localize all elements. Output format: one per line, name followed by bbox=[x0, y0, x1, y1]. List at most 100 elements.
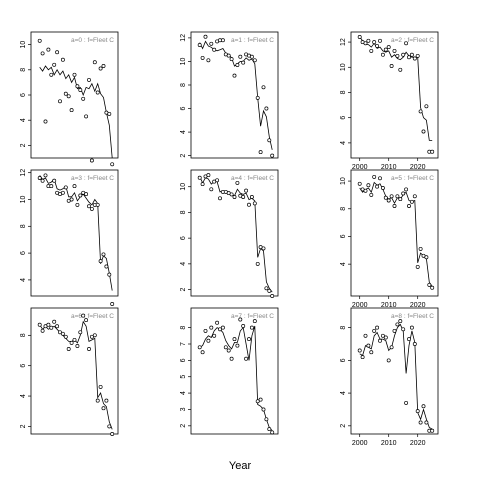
y-tick-label: 7 bbox=[180, 342, 187, 346]
observed-point bbox=[249, 195, 254, 199]
observed-point bbox=[270, 153, 275, 158]
observed-point bbox=[110, 432, 115, 436]
observed-point bbox=[418, 246, 423, 251]
y-tick-label: 4 bbox=[20, 278, 27, 282]
panel-a=1: 2 4 6 8 10 12 a=1 : f=Fleet C bbox=[180, 31, 279, 159]
observed-point bbox=[92, 60, 97, 65]
observed-point bbox=[398, 197, 403, 202]
panel-frame bbox=[350, 31, 439, 159]
observed-point bbox=[40, 178, 45, 183]
observed-point bbox=[66, 347, 71, 351]
observed-point bbox=[209, 187, 214, 192]
panel-a=3: 4 6 8 10 12 a=3 : f=Fleet C bbox=[20, 169, 119, 306]
observed-point bbox=[49, 325, 54, 330]
observed-point bbox=[89, 206, 94, 211]
observed-point bbox=[104, 398, 109, 403]
observed-point bbox=[430, 428, 435, 433]
observed-point bbox=[238, 317, 243, 322]
observed-point bbox=[264, 106, 269, 111]
observed-point bbox=[412, 342, 417, 346]
observed-point bbox=[107, 272, 112, 277]
observed-point bbox=[98, 66, 103, 71]
panel-a=8: 2 4 6 8 2000 2010 2020 a=8 : f=Fleet C bbox=[340, 307, 439, 447]
observed-point bbox=[424, 255, 429, 260]
observed-point bbox=[98, 259, 103, 264]
observed-point bbox=[229, 192, 234, 197]
observed-point bbox=[404, 400, 409, 405]
panel-label: a=6 : f=Fleet C bbox=[71, 313, 114, 320]
y-tick-label: 8 bbox=[180, 326, 187, 330]
observed-point bbox=[395, 194, 400, 199]
observed-point bbox=[232, 337, 237, 342]
observed-point bbox=[72, 72, 77, 77]
observed-point bbox=[229, 356, 234, 361]
observed-point bbox=[49, 72, 54, 77]
observed-point bbox=[200, 350, 205, 355]
observed-point bbox=[418, 420, 423, 425]
observed-point bbox=[386, 198, 391, 203]
observed-point bbox=[95, 398, 100, 403]
observed-point bbox=[215, 178, 220, 183]
observed-point bbox=[43, 324, 48, 329]
observed-point bbox=[75, 84, 80, 89]
observed-point bbox=[87, 347, 91, 351]
y-tick-label: 8 bbox=[180, 210, 187, 214]
observed-point bbox=[258, 150, 263, 155]
observed-point bbox=[252, 319, 257, 324]
observed-point bbox=[252, 58, 257, 63]
observed-point bbox=[261, 85, 266, 90]
observed-point bbox=[46, 322, 51, 327]
observed-point bbox=[107, 424, 112, 429]
observed-point bbox=[389, 64, 394, 68]
panel-frame bbox=[350, 307, 439, 435]
observed-point bbox=[270, 430, 275, 435]
observed-point bbox=[407, 337, 411, 342]
y-tick-label: 3 bbox=[180, 407, 187, 411]
observed-point bbox=[52, 319, 57, 324]
observed-point bbox=[95, 90, 100, 95]
observed-point bbox=[372, 328, 377, 333]
observed-point bbox=[78, 193, 83, 198]
observed-point bbox=[110, 162, 115, 167]
observed-point bbox=[87, 204, 91, 209]
observed-point bbox=[267, 138, 272, 143]
observed-point bbox=[95, 202, 100, 207]
panel-label: a=1 : f=Fleet C bbox=[231, 37, 274, 44]
observed-point bbox=[101, 406, 106, 411]
observed-point bbox=[197, 175, 202, 180]
observed-point bbox=[220, 325, 225, 330]
observed-point bbox=[389, 345, 394, 350]
y-tick-label: 6 bbox=[180, 358, 187, 362]
observed-point bbox=[218, 327, 222, 332]
observed-point bbox=[264, 417, 269, 422]
observed-point bbox=[383, 195, 388, 200]
observed-point bbox=[430, 149, 435, 154]
observed-point bbox=[392, 328, 397, 333]
observed-point bbox=[412, 56, 417, 61]
observed-point bbox=[372, 174, 377, 179]
y-tick-label: 6 bbox=[20, 251, 27, 255]
observed-point bbox=[60, 57, 65, 62]
observed-point bbox=[369, 48, 374, 53]
y-tick-label: 2 bbox=[180, 424, 187, 428]
observed-point bbox=[249, 325, 254, 330]
observed-point bbox=[229, 57, 234, 62]
panel-a=4: 2 4 6 8 10 a=4 : f=Fleet C bbox=[180, 169, 279, 298]
x-axis-label: Year bbox=[229, 460, 252, 472]
observed-point bbox=[52, 62, 57, 67]
y-tick-label: 4 bbox=[180, 130, 187, 134]
observed-point bbox=[66, 94, 71, 99]
x-tick-label: 2010 bbox=[381, 164, 397, 171]
observed-point bbox=[398, 319, 403, 324]
panel-frame bbox=[30, 31, 119, 159]
y-tick-label: 4 bbox=[340, 262, 347, 266]
observed-point bbox=[270, 294, 275, 298]
observed-point bbox=[424, 420, 429, 425]
observed-point bbox=[235, 63, 240, 67]
observed-point bbox=[421, 129, 426, 134]
observed-point bbox=[81, 96, 86, 101]
observed-point bbox=[357, 35, 362, 39]
observed-point bbox=[424, 104, 429, 109]
observed-point bbox=[200, 182, 205, 187]
